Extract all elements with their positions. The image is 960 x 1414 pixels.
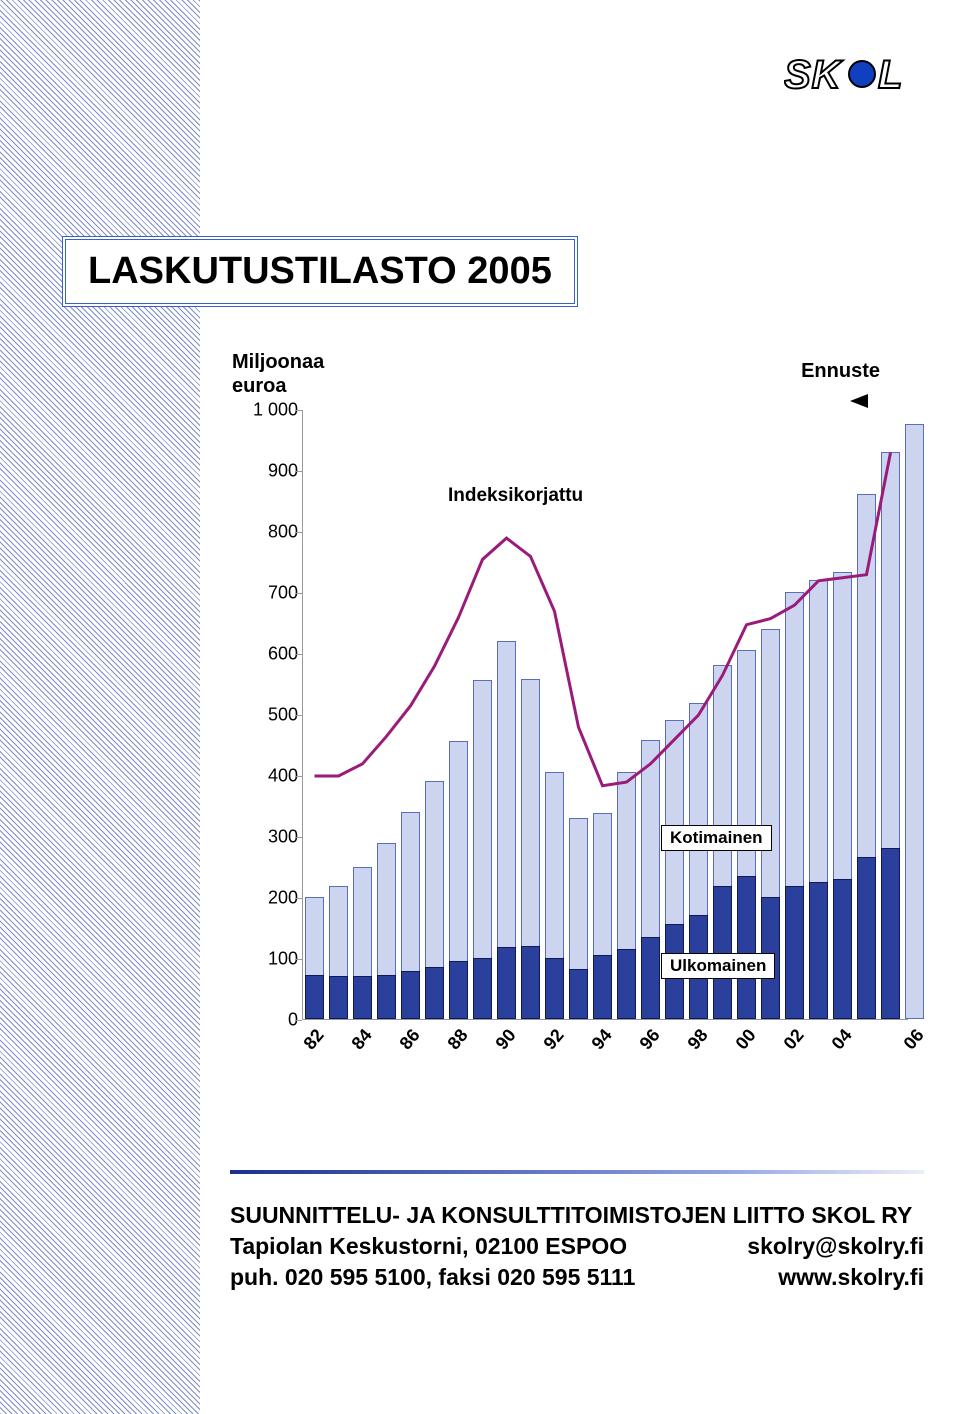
bar-88 [449, 741, 468, 1019]
bar-06 [881, 452, 900, 1019]
x-tick-label: 86 [395, 1025, 424, 1054]
chart-container: Kotimainen Ulkomainen 0 100 200 300 400 500 600… [230, 400, 920, 1080]
x-tick-label: 94 [587, 1025, 616, 1054]
x-tick-label: 92 [539, 1025, 568, 1054]
bar-92 [545, 772, 564, 1019]
bar-82 [305, 897, 324, 1019]
bar-83 [329, 886, 348, 1019]
ulkomainen-label: Ulkomainen [661, 953, 775, 979]
skol-logo: SK L [784, 48, 924, 104]
y-tick-mark [296, 1020, 302, 1021]
y-tick-label: 800 [250, 522, 298, 543]
bar-90 [497, 641, 516, 1019]
bar-94 [593, 813, 612, 1019]
svg-text:SK: SK [784, 53, 844, 97]
y-tick-mark [296, 593, 302, 594]
y-tick-label: 600 [250, 644, 298, 665]
bar-ulkomainen [353, 976, 372, 1019]
bar-05 [857, 494, 876, 1019]
x-tick-label: 06 [899, 1025, 928, 1054]
footer-address: Tapiolan Keskustorni, 02100 ESPOO [230, 1231, 627, 1262]
page-title: LASKUTUSTILASTO 2005 [62, 236, 578, 307]
y-tick-label: 0 [250, 1010, 298, 1031]
x-tick-label: 02 [779, 1025, 808, 1054]
decorative-hatch [0, 0, 200, 1414]
y-tick-mark [296, 959, 302, 960]
y-tick-mark [296, 471, 302, 472]
bar-ulkomainen [593, 955, 612, 1019]
bar-87 [425, 781, 444, 1019]
chart-plot-area: Kotimainen Ulkomainen [302, 410, 908, 1020]
y-axis-label-line2: euroa [232, 375, 286, 397]
bar-ulkomainen [809, 882, 828, 1019]
bar-ulkomainen [377, 975, 396, 1019]
bar-85 [377, 843, 396, 1019]
footer-org: SUUNNITTELU- JA KONSULTTITOIMISTOJEN LII… [230, 1200, 924, 1231]
bar-86 [401, 812, 420, 1019]
bar-ulkomainen [881, 848, 900, 1019]
y-tick-mark [296, 654, 302, 655]
bar-ulkomainen [473, 958, 492, 1019]
bar-84 [353, 867, 372, 1020]
indeksikorjattu-label: Indeksikorjattu [448, 485, 583, 507]
x-tick-label: 84 [347, 1025, 376, 1054]
x-tick-label: 96 [635, 1025, 664, 1054]
y-tick-label: 400 [250, 766, 298, 787]
y-tick-mark [296, 715, 302, 716]
y-tick-mark [296, 532, 302, 533]
bar-ulkomainen [833, 879, 852, 1019]
bar-ulkomainen [545, 958, 564, 1019]
y-tick-label: 700 [250, 583, 298, 604]
y-axis-label-line1: Miljoonaa [232, 351, 324, 373]
y-tick-label: 100 [250, 949, 298, 970]
bar-04 [833, 572, 852, 1019]
y-tick-label: 500 [250, 705, 298, 726]
bar-ulkomainen [401, 971, 420, 1019]
bar-89 [473, 680, 492, 1019]
x-tick-label: 04 [827, 1025, 856, 1054]
bar-ulkomainen [857, 857, 876, 1019]
bar-ulkomainen [425, 967, 444, 1019]
bar-95 [617, 772, 636, 1019]
footer-email: skolry@skolry.fi [747, 1231, 924, 1262]
x-tick-label: 90 [491, 1025, 520, 1054]
bar-ulkomainen [617, 949, 636, 1019]
bar-ulkomainen [497, 947, 516, 1019]
y-tick-mark [296, 410, 302, 411]
x-tick-label: 82 [299, 1025, 328, 1054]
y-tick-label: 300 [250, 827, 298, 848]
y-tick-mark [296, 837, 302, 838]
y-tick-mark [296, 776, 302, 777]
bar-ulkomainen [641, 937, 660, 1019]
footer-block: SUUNNITTELU- JA KONSULTTITOIMISTOJEN LII… [230, 1200, 924, 1293]
bar-forecast-06 [905, 424, 924, 1019]
bar-93 [569, 818, 588, 1019]
bar-ulkomainen [329, 976, 348, 1019]
x-tick-label: 98 [683, 1025, 712, 1054]
footer-web: www.skolry.fi [778, 1262, 924, 1293]
bar-ulkomainen [521, 946, 540, 1019]
y-tick-mark [296, 898, 302, 899]
y-tick-label: 200 [250, 888, 298, 909]
x-tick-label: 88 [443, 1025, 472, 1054]
svg-text:L: L [878, 53, 903, 97]
y-axis-label: Miljoonaa euroa [232, 350, 324, 398]
kotimainen-label: Kotimainen [661, 825, 772, 851]
bar-ulkomainen [449, 961, 468, 1019]
bar-ulkomainen [785, 886, 804, 1019]
divider-line [230, 1170, 924, 1174]
bar-02 [785, 592, 804, 1019]
y-tick-label: 900 [250, 461, 298, 482]
x-tick-label: 00 [731, 1025, 760, 1054]
bar-96 [641, 740, 660, 1019]
bar-03 [809, 580, 828, 1019]
bar-91 [521, 679, 540, 1019]
bar-ulkomainen [305, 975, 324, 1019]
forecast-label: Ennuste [801, 360, 880, 383]
y-tick-label: 1 000 [250, 400, 298, 421]
bar-forecast [905, 424, 924, 1019]
bar-ulkomainen [737, 876, 756, 1019]
footer-phone: puh. 020 595 5100, faksi 020 595 5111 [230, 1262, 635, 1293]
bar-ulkomainen [569, 969, 588, 1019]
